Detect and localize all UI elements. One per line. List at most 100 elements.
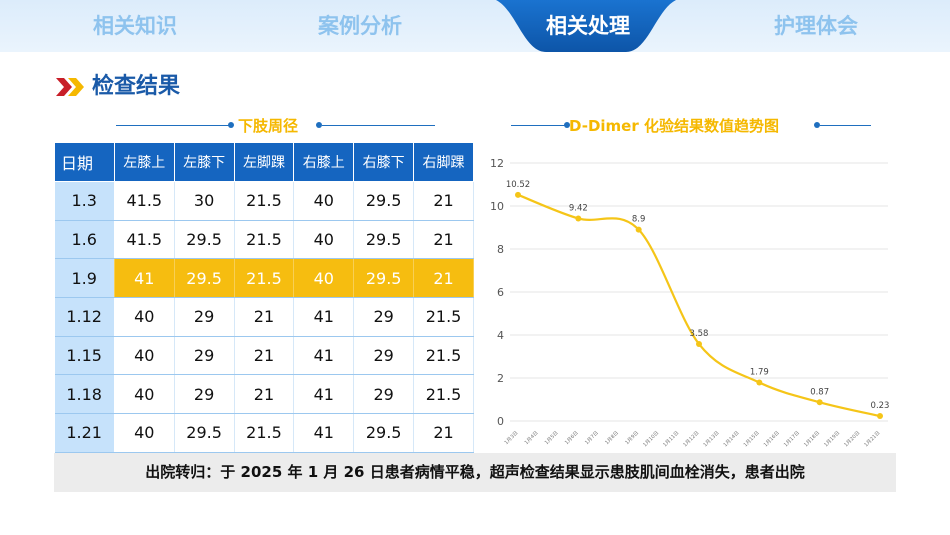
data-point — [575, 215, 582, 222]
subtitle-line-right — [322, 125, 435, 126]
x-tick-label: 1月4日 — [524, 430, 540, 446]
value-cell: 41 — [293, 374, 355, 415]
y-tick-label: 4 — [497, 329, 504, 342]
value-cell: 40 — [293, 181, 355, 221]
x-tick-label: 1月6日 — [564, 430, 580, 446]
column-header: 日期 — [54, 142, 115, 182]
value-cell: 41.5 — [114, 220, 175, 260]
x-tick-label: 1月10日 — [642, 430, 660, 448]
table-row: 1.3 41.5 30 21.5 40 29.5 21 — [54, 181, 474, 221]
value-cell: 21.5 — [413, 297, 474, 337]
date-cell: 1.12 — [54, 297, 115, 337]
x-tick-label: 1月19日 — [823, 430, 841, 448]
series-line — [517, 193, 881, 418]
column-header: 右脚踝 — [413, 142, 474, 182]
active-tab-background — [496, 0, 676, 52]
value-cell: 40 — [114, 374, 175, 415]
value-cell: 41 — [293, 336, 355, 376]
section-title: 检查结果 — [92, 74, 181, 99]
value-cell: 30 — [174, 181, 235, 221]
value-cell: 21 — [413, 258, 474, 299]
value-cell: 41 — [293, 413, 355, 453]
x-tick-label: 1月8日 — [604, 430, 620, 446]
value-cell: 21 — [234, 336, 295, 376]
subtitle-line-left — [116, 125, 229, 126]
date-cell: 1.15 — [54, 336, 115, 376]
value-cell: 29 — [174, 297, 235, 337]
value-cell: 40 — [293, 220, 355, 260]
value-cell: 29.5 — [353, 413, 415, 453]
data-point — [515, 191, 521, 198]
x-tick-label: 1月11日 — [662, 430, 680, 448]
date-cell: 1.6 — [54, 220, 115, 260]
data-label: 9.42 — [569, 203, 588, 213]
table-subtitle: 下肢周径 — [238, 117, 299, 135]
data-label: 0.23 — [871, 401, 890, 411]
x-tick-label: 1月14日 — [723, 430, 741, 448]
x-tick-label: 1月12日 — [682, 430, 700, 448]
column-header: 右膝上 — [293, 142, 355, 182]
value-cell: 29 — [353, 297, 415, 337]
tab-related-treatment[interactable]: 相关处理 — [546, 14, 630, 38]
value-cell: 29.5 — [174, 258, 235, 299]
value-cell: 29 — [353, 374, 415, 415]
value-cell: 40 — [293, 258, 355, 299]
data-point — [696, 341, 702, 348]
tab-related-knowledge[interactable]: 相关知识 — [93, 14, 177, 38]
value-cell: 29 — [174, 374, 235, 415]
y-tick-label: 6 — [497, 286, 504, 299]
chart-subtitle: D-Dimer 化验结果数值趋势图 — [569, 117, 779, 135]
value-cell: 40 — [114, 413, 175, 453]
data-point — [816, 399, 823, 406]
date-cell: 1.3 — [54, 181, 115, 221]
value-cell: 29.5 — [353, 258, 415, 299]
y-tick-label: 12 — [490, 157, 504, 170]
column-header: 左膝下 — [173, 142, 235, 182]
table-row: 1.21 40 29.5 21.5 41 29.5 21 — [54, 413, 474, 453]
x-tick-label: 1月17日 — [783, 430, 801, 448]
chart-subtitle-line-right — [820, 125, 871, 126]
value-cell: 21.5 — [413, 336, 474, 376]
value-cell: 29.5 — [353, 181, 415, 221]
limb-circumference-table: 日期 左膝上 左膝下 左脚踝 右膝上 右膝下 右脚踝 1.3 41.5 30 21.5… — [54, 142, 474, 453]
column-header: 左膝上 — [113, 142, 175, 182]
data-label: 3.58 — [690, 329, 709, 339]
subtitle-dot-right — [316, 122, 322, 128]
value-cell: 21 — [234, 374, 295, 415]
y-tick-label: 10 — [490, 200, 504, 213]
table-row: 1.18 40 29 21 41 29 21.5 — [54, 374, 474, 415]
date-cell: 1.21 — [54, 413, 115, 453]
x-tick-label: 1月15日 — [743, 430, 761, 448]
data-point — [635, 226, 642, 233]
value-cell: 21.5 — [234, 181, 295, 221]
chart-subtitle-dot-left — [564, 122, 570, 128]
data-label: 10.52 — [506, 180, 530, 190]
x-tick-label: 1月9日 — [624, 430, 640, 446]
value-cell: 21 — [234, 297, 295, 337]
discharge-note: 出院转归：于 2025 年 1 月 26 日患者病情平稳，超声检查结果显示患肢肌… — [54, 453, 896, 492]
value-cell: 21 — [413, 220, 474, 260]
value-cell: 21 — [413, 413, 474, 453]
value-cell: 29 — [353, 336, 415, 376]
x-tick-label: 1月16日 — [763, 430, 781, 448]
tab-case-analysis[interactable]: 案例分析 — [318, 14, 402, 38]
data-label: 1.79 — [750, 368, 769, 378]
value-cell: 41.5 — [114, 181, 175, 221]
data-label: 0.87 — [810, 387, 829, 397]
double-chevron-right-icon — [56, 78, 84, 96]
tab-nursing-experience[interactable]: 护理体会 — [774, 14, 858, 38]
table-row: 1.15 40 29 21 41 29 21.5 — [54, 336, 474, 376]
x-tick-label: 1月3日 — [504, 430, 520, 446]
value-cell: 41 — [114, 258, 175, 299]
value-cell: 29.5 — [353, 220, 415, 260]
x-tick-label: 1月21日 — [863, 430, 881, 448]
x-tick-label: 1月7日 — [584, 430, 600, 446]
table-row: 1.9 41 29.5 21.5 40 29.5 21 — [54, 258, 474, 299]
value-cell: 21.5 — [234, 220, 295, 260]
value-cell: 21.5 — [234, 413, 295, 453]
x-tick-label: 1月13日 — [702, 430, 720, 448]
data-point — [877, 413, 883, 420]
column-header: 右膝下 — [353, 142, 415, 182]
table-row: 1.12 40 29 21 41 29 21.5 — [54, 297, 474, 337]
